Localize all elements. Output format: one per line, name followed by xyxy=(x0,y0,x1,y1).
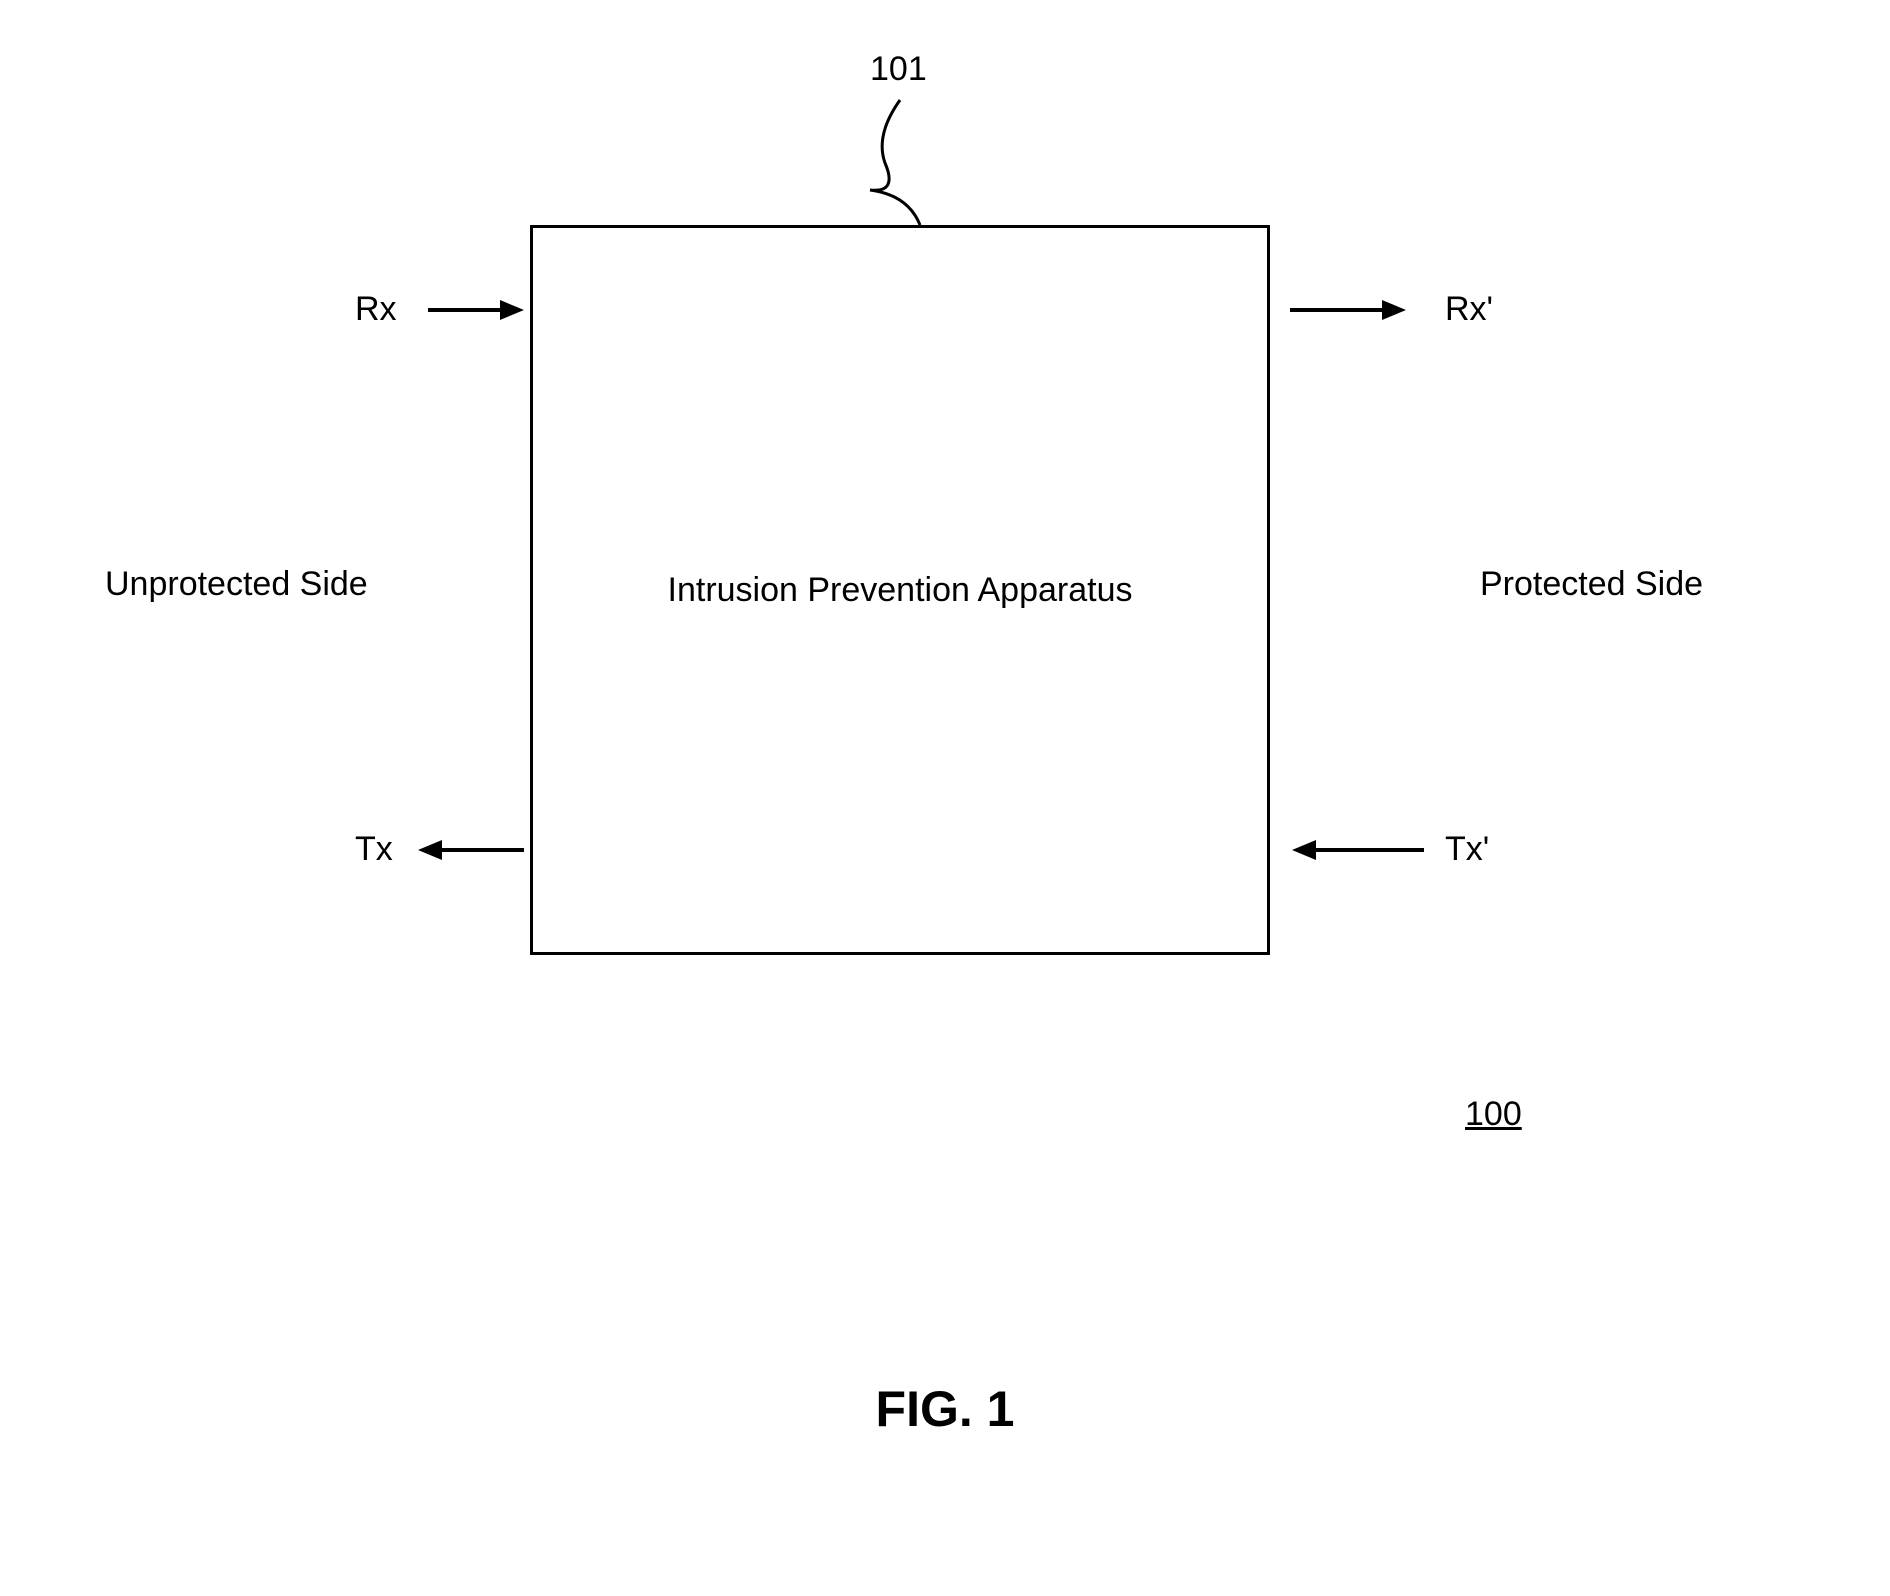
lead-line-101 xyxy=(840,95,960,230)
figure-caption: FIG. 1 xyxy=(876,1380,1015,1438)
diagram-root: 101 Intrusion Prevention Apparatus Unpro… xyxy=(0,0,1890,1596)
rx-prime-arrow-line xyxy=(1290,308,1386,312)
tx-prime-label: Tx' xyxy=(1445,830,1489,869)
tx-label: Tx xyxy=(355,830,393,869)
tx-arrow-line xyxy=(442,848,524,852)
rx-arrow-line xyxy=(428,308,504,312)
rx-prime-arrow-head xyxy=(1382,300,1406,320)
tx-prime-arrow-line xyxy=(1316,848,1424,852)
rx-label: Rx xyxy=(355,290,397,329)
ref-label-100: 100 xyxy=(1465,1095,1522,1134)
ref-label-101: 101 xyxy=(870,50,927,89)
rx-prime-label: Rx' xyxy=(1445,290,1493,329)
ipa-box-label: Intrusion Prevention Apparatus xyxy=(668,571,1133,610)
rx-arrow-head xyxy=(500,300,524,320)
ipa-box: Intrusion Prevention Apparatus xyxy=(530,225,1270,955)
right-side-label: Protected Side xyxy=(1480,565,1703,604)
tx-prime-arrow-head xyxy=(1292,840,1316,860)
tx-arrow-head xyxy=(418,840,442,860)
left-side-label: Unprotected Side xyxy=(105,565,368,604)
